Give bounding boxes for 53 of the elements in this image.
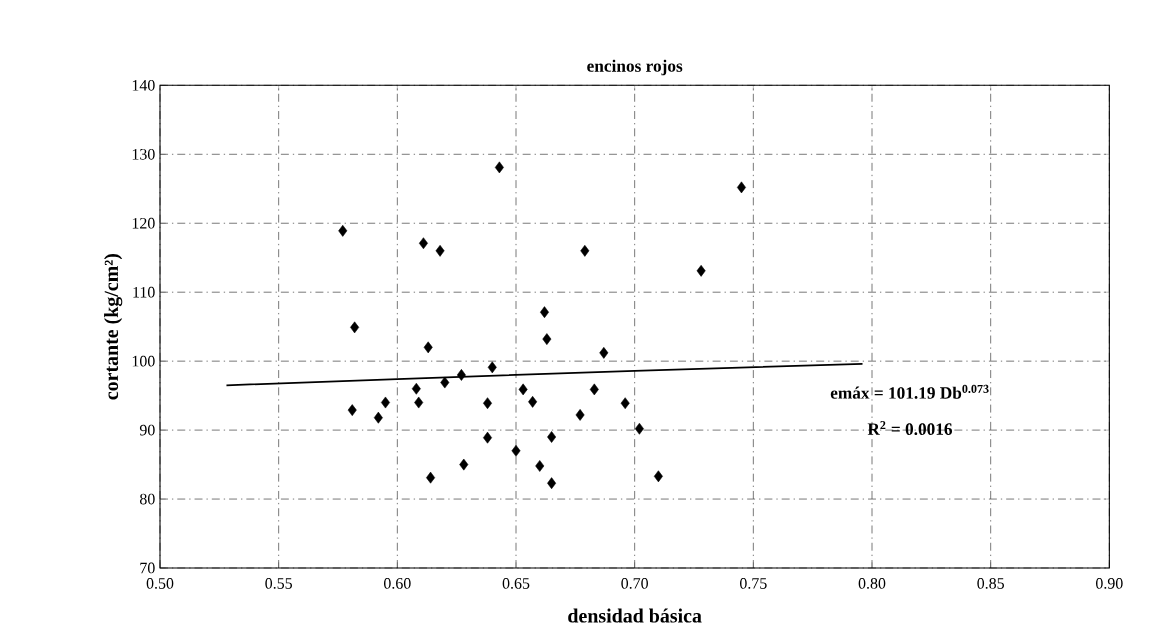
x-tick-label: 0.60 [384,577,411,589]
line-series [225,363,864,387]
point [487,361,497,374]
point [575,409,585,421]
point [653,470,663,483]
point [338,224,348,237]
point [528,395,538,408]
y-tick-label: 110 [133,286,155,298]
point [435,244,445,257]
point [350,321,360,334]
y-tick-label: 70 [140,562,155,574]
chart-title: encinos rojos [587,59,683,76]
x-tick-label: 0.75 [739,577,767,589]
point [696,264,706,277]
x-tick-label: 0.65 [502,577,530,589]
y-axis-title: cortante (kg/cm²) [104,254,123,400]
y-tick-label: 130 [132,148,155,160]
point [411,382,421,395]
x-axis-title: densidad básica [568,608,702,623]
x-tick-label: 0.80 [858,577,886,589]
annotation: R$^{2}$ = 0.0016 [867,421,953,436]
point [426,471,436,484]
point [542,333,552,345]
x-tick-label: 0.50 [146,577,174,589]
point [418,237,428,250]
point [373,411,383,424]
point [547,431,557,443]
y-tick-label: 90 [139,424,155,436]
x-tick-label: 0.70 [621,577,648,589]
point [547,477,557,490]
point [414,396,424,409]
point [440,376,450,389]
point [347,404,357,416]
point [620,397,630,410]
point [423,341,433,354]
point [580,244,590,257]
y-tick-label: 80 [139,493,155,505]
annotation: emáx = 101.19 Db$^{0.073}$ [830,384,989,399]
point [535,460,545,472]
point [634,422,644,435]
point [518,383,528,396]
y-tick-label: 140 [132,79,155,91]
y-tick-label: 100 [132,355,155,367]
point [494,161,504,174]
x-tick-label: 0.55 [265,577,292,589]
point [589,383,599,396]
point [511,444,521,457]
point [599,347,609,359]
point [459,458,469,471]
y-tick-label: 120 [132,217,155,229]
point [456,369,466,381]
x-tick-label: 0.85 [977,577,1004,589]
x-tick-label: 0.90 [1095,577,1123,589]
